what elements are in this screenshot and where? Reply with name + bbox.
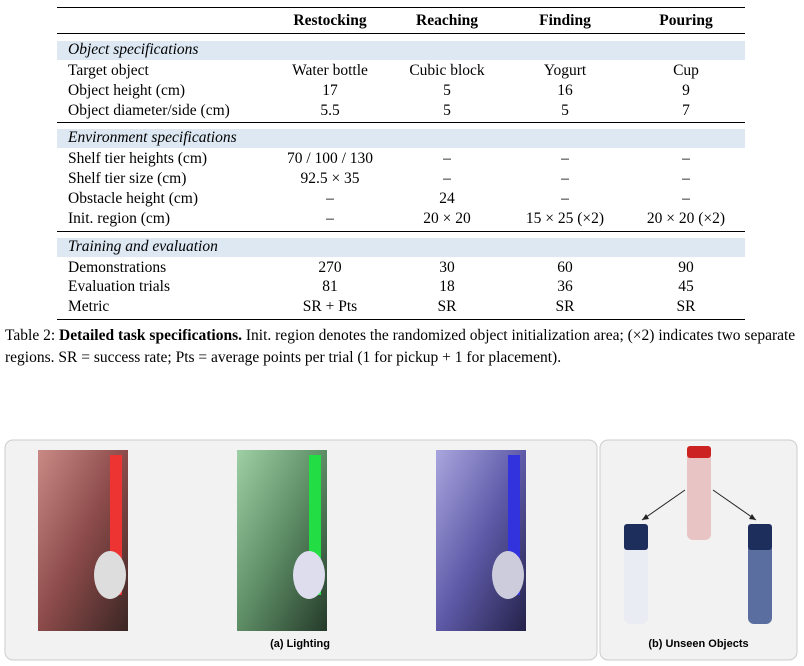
table-caption: Table 2: Detailed task specifications. I… — [5, 325, 801, 368]
table: Restocking Reaching Finding Pouring Object s… — [0, 0, 804, 325]
table-cell: 20 × 20 — [423, 209, 471, 227]
table-cell: 20 × 20 (×2) — [646, 209, 726, 227]
panel-a-label: (a) Lighting — [270, 638, 330, 650]
table-cell: 17 — [322, 81, 338, 99]
table-cell: 18 — [439, 278, 455, 296]
section-rule — [57, 230, 745, 232]
section-title: Object specifications — [68, 41, 199, 58]
section-title: Training and evaluation — [68, 237, 218, 255]
row-label: Metric — [68, 298, 110, 316]
table-cell: 16 — [557, 81, 573, 99]
bottles — [624, 446, 772, 624]
section-rule — [57, 122, 745, 124]
table-cell: 90 — [678, 258, 694, 276]
table-cell: 15 × 25 (×2) — [525, 209, 605, 227]
table-cell: SR — [676, 298, 696, 316]
section-band — [57, 41, 745, 60]
table-cell: – — [443, 150, 451, 168]
caption-bold: Detailed task specifications. — [59, 327, 242, 344]
table-cell: – — [561, 170, 569, 188]
table-cell: Yogurt — [543, 62, 587, 79]
top-rule — [57, 7, 745, 9]
column-header: Restocking — [293, 12, 367, 29]
table-cell: 5 — [443, 81, 451, 99]
column-header: Finding — [539, 12, 591, 29]
photo-red — [38, 450, 128, 631]
table-cell: SR + Pts — [302, 298, 358, 316]
photo-green — [237, 450, 327, 631]
table-cell: 92.5 × 35 — [300, 170, 360, 188]
caption-text: Init. region denotes the randomized obje… — [5, 327, 796, 366]
table-cell: 5 — [443, 101, 451, 119]
column-header: Reaching — [416, 12, 478, 29]
row-label: Evaluation trials — [68, 278, 171, 296]
table-cell: 7 — [682, 101, 690, 119]
column-header: Pouring — [659, 12, 713, 29]
row-label: Shelf tier heights (cm) — [68, 150, 208, 168]
table-cell: 60 — [557, 258, 573, 276]
table-cell: – — [561, 190, 569, 207]
table-cell: 36 — [557, 278, 573, 296]
table-cell: – — [682, 190, 690, 207]
table-cell: 30 — [439, 258, 455, 276]
table-cell: – — [443, 170, 451, 188]
table-cell: – — [682, 170, 690, 188]
table-cell: SR — [555, 298, 575, 316]
table-cell: – — [561, 150, 569, 168]
table-cell: – — [682, 150, 690, 168]
header-rule — [57, 33, 745, 34]
table-cell: Water bottle — [292, 62, 368, 79]
table-cell: – — [326, 209, 334, 227]
table-cell: Cubic block — [409, 62, 485, 79]
panel-b-box — [599, 439, 798, 661]
table-cell: 45 — [678, 278, 694, 296]
section-title: Environment specifications — [68, 129, 237, 147]
table-cell: 270 — [318, 258, 342, 276]
table-cell: Cup — [673, 62, 699, 79]
caption-label: Table 2: — [5, 327, 56, 344]
table-cell: 5 — [561, 101, 569, 119]
row-label: Init. region (cm) — [68, 209, 171, 227]
table-cell: 5.5 — [320, 101, 340, 119]
row-label: Object diameter/side (cm) — [68, 101, 230, 119]
panel-b-label: (b) Unseen Objects — [648, 638, 749, 650]
table-cell: SR — [437, 298, 457, 316]
section-band — [57, 129, 745, 149]
table-cell: 24 — [439, 190, 455, 207]
table-cell: – — [326, 190, 334, 207]
photo-blue — [436, 450, 526, 631]
panel-a-box — [4, 439, 598, 661]
row-label: Obstacle height (cm) — [68, 190, 198, 207]
row-label: Demonstrations — [68, 258, 167, 276]
row-label: Target object — [68, 62, 149, 79]
row-label: Object height (cm) — [68, 81, 186, 99]
table-cell: 70 / 100 / 130 — [286, 150, 374, 168]
section-band — [57, 237, 745, 257]
bottom-rule — [57, 319, 745, 321]
table-cell: 9 — [682, 81, 690, 99]
table-cell: 81 — [322, 278, 338, 296]
row-label: Shelf tier size (cm) — [68, 170, 187, 188]
